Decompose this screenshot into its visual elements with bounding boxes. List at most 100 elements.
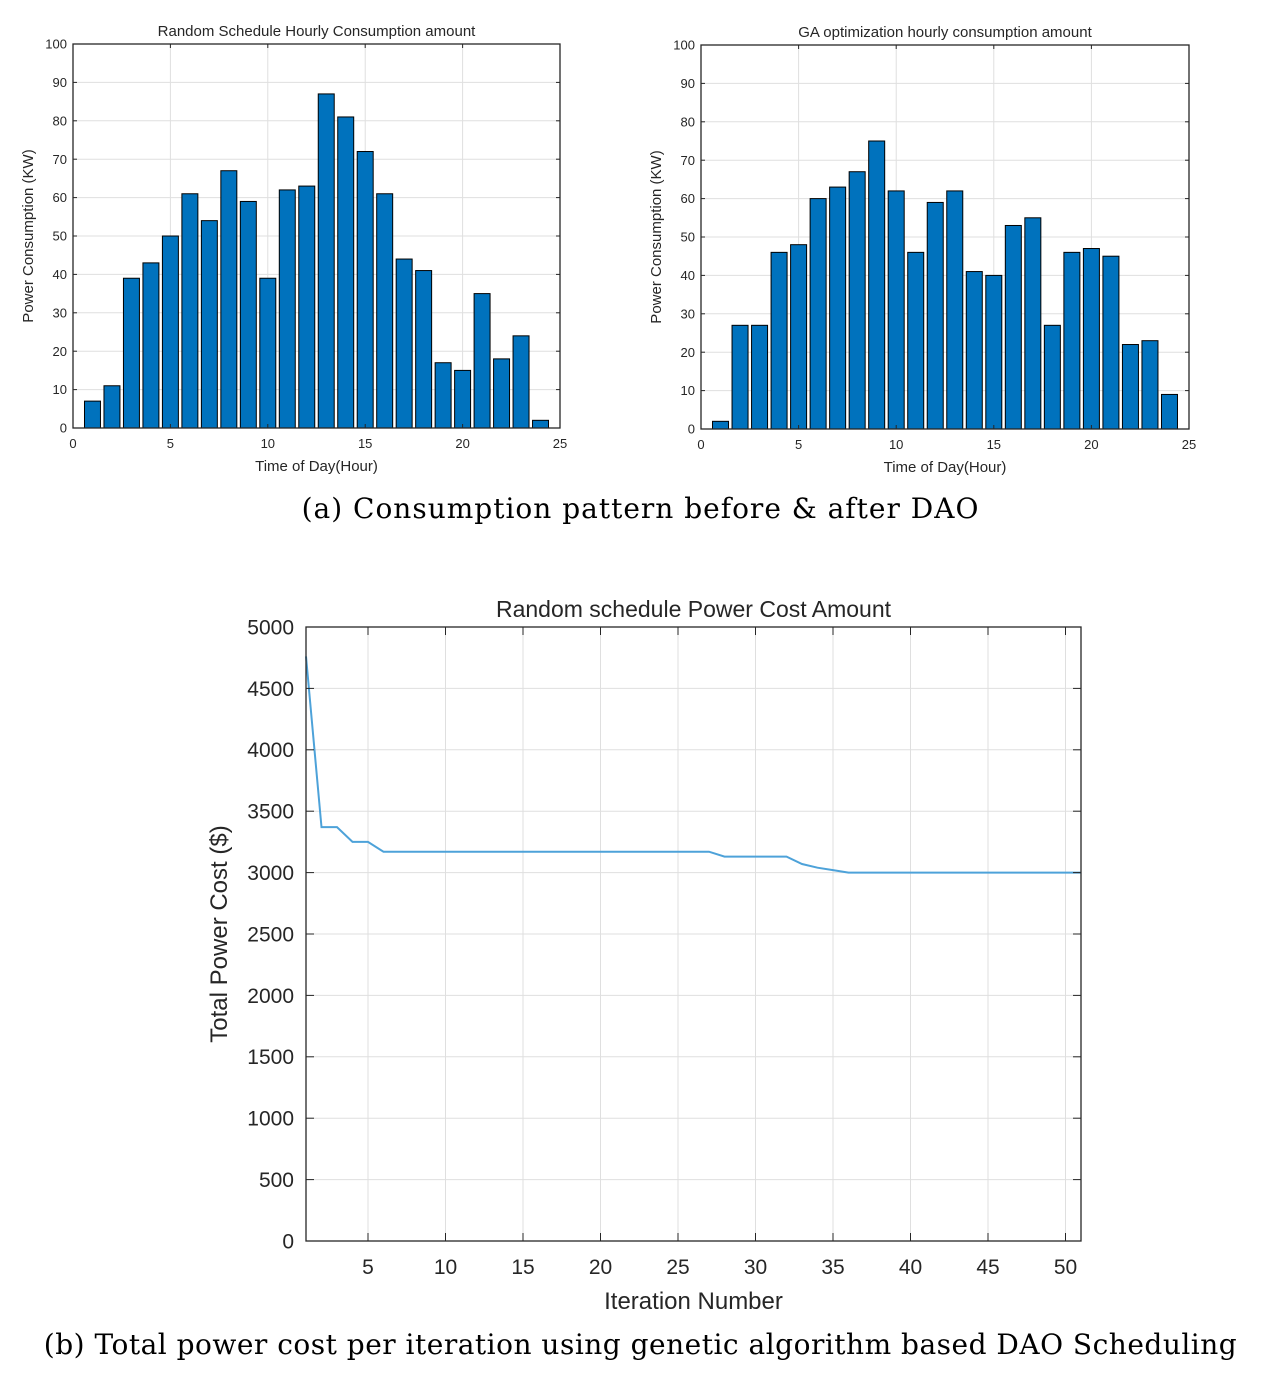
- x-tick-label: 35: [821, 1256, 844, 1279]
- x-tick-label: 45: [976, 1256, 999, 1279]
- bar-hour-13: [946, 190, 964, 430]
- bar-hour-1: [712, 420, 730, 430]
- bar-hour-2: [731, 324, 749, 430]
- x-tick-label: 30: [744, 1256, 767, 1279]
- caption-a: (a) Consumption pattern before & after D…: [301, 492, 980, 525]
- bar-hour-22: [1121, 344, 1139, 430]
- y-tick-label: 30: [53, 305, 67, 320]
- bar-hour-14: [337, 116, 355, 429]
- bar-hour-22: [493, 358, 511, 429]
- bar-hour-9: [239, 200, 257, 429]
- y-tick-label: 500: [259, 1169, 294, 1192]
- chart-random-schedule-consumption: 0 5 10 15 20 25 0 10 20 30 40 50 60 70 80 90 100 Random S…: [20, 23, 567, 475]
- chart-power-cost-per-iteration: 5 10 15 20 25 30 35 40 45 50050010001500200025003…: [206, 596, 1082, 1315]
- bar-hour-14: [965, 271, 983, 430]
- y-tick-label: 90: [53, 75, 67, 90]
- bar-hour-15: [985, 274, 1003, 430]
- bar-hour-17: [1024, 217, 1042, 430]
- x-tick-label: 15: [511, 1256, 534, 1279]
- bar-hour-12: [926, 201, 944, 430]
- bar-hour-13: [317, 93, 335, 429]
- y-tick-label: 10: [53, 382, 67, 397]
- y-tick-label: 0: [688, 422, 695, 437]
- bar-hour-16: [1004, 224, 1022, 430]
- y-tick-label: 2500: [247, 923, 294, 946]
- y-tick-label: 100: [673, 38, 695, 53]
- bar-hour-19: [1063, 251, 1081, 430]
- caption-b: (b) Total power cost per iteration using…: [43, 1328, 1238, 1361]
- y-tick-label: 60: [681, 191, 695, 206]
- bar-hour-20: [1082, 248, 1100, 430]
- y-tick-label: 100: [45, 37, 67, 52]
- bar-hour-7: [200, 220, 218, 429]
- y-tick-label: 70: [53, 152, 67, 167]
- x-tick-label: 25: [553, 436, 567, 451]
- x-tick-label: 50: [1054, 1256, 1077, 1279]
- y-tick-label: 70: [681, 153, 695, 168]
- x-tick-label: 0: [69, 436, 76, 451]
- chart-title: Random Schedule Hourly Consumption amoun…: [158, 23, 477, 40]
- bar-hour-4: [770, 251, 788, 430]
- y-tick-label: 1000: [247, 1108, 294, 1131]
- y-tick-label: 90: [681, 76, 695, 91]
- y-tick-label: 0: [60, 421, 67, 436]
- x-tick-label: 20: [1084, 437, 1098, 452]
- x-axis-label: Time of Day(Hour): [884, 459, 1007, 476]
- y-tick-label: 30: [681, 306, 695, 321]
- chart-title: GA optimization hourly consumption amoun…: [798, 24, 1092, 41]
- bar-hour-3: [122, 277, 140, 429]
- bar-hour-5: [161, 235, 179, 429]
- cost-line-series: [305, 656, 1081, 874]
- x-tick-label: 15: [358, 436, 372, 451]
- chart-title: Random schedule Power Cost Amount: [496, 596, 892, 622]
- y-tick-label: 80: [681, 114, 695, 129]
- bar-hour-8: [220, 170, 238, 429]
- bar-hour-3: [751, 324, 769, 430]
- bar-hour-11: [278, 189, 296, 429]
- y-tick-label: 20: [53, 344, 67, 359]
- y-tick-label: 50: [53, 229, 67, 244]
- y-tick-label: 20: [681, 345, 695, 360]
- bar-hour-18: [1043, 324, 1061, 430]
- y-tick-label: 40: [53, 267, 67, 282]
- x-tick-label: 5: [362, 1256, 374, 1279]
- x-tick-label: 10: [261, 436, 275, 451]
- bar-hour-23: [1141, 340, 1159, 430]
- bar-hour-4: [142, 262, 160, 429]
- x-tick-label: 5: [167, 436, 174, 451]
- y-tick-label: 3500: [247, 801, 294, 824]
- x-tick-label: 10: [889, 437, 903, 452]
- y-tick-label: 0: [282, 1230, 294, 1253]
- bar-hour-20: [454, 369, 472, 429]
- y-tick-label: 80: [53, 113, 67, 128]
- bar-hour-21: [473, 293, 491, 429]
- y-tick-label: 4000: [247, 739, 294, 762]
- x-tick-label: 15: [987, 437, 1001, 452]
- x-tick-label: 0: [697, 437, 704, 452]
- x-tick-label: 20: [589, 1256, 612, 1279]
- chart-ga-optimization-consumption: 0 5 10 15 20 25 0 10 20 30 40 50 60 70 80 90 100 GA optim…: [648, 24, 1196, 476]
- y-tick-label: 40: [681, 268, 695, 283]
- bar-hour-5: [790, 244, 808, 430]
- y-tick-label: 10: [681, 383, 695, 398]
- x-tick-label: 25: [666, 1256, 689, 1279]
- bar-hour-1: [83, 400, 101, 429]
- x-tick-label: 5: [795, 437, 802, 452]
- y-tick-label: 3000: [247, 862, 294, 885]
- y-axis-label: Power Consumption (KW): [20, 149, 37, 322]
- bar-hour-10: [887, 190, 905, 430]
- y-tick-label: 60: [53, 190, 67, 205]
- y-tick-label: 50: [681, 230, 695, 245]
- bar-hour-23: [512, 335, 530, 429]
- bar-hour-12: [298, 185, 316, 429]
- y-tick-label: 1500: [247, 1046, 294, 1069]
- bar-hour-16: [376, 193, 394, 429]
- bar-hour-10: [259, 277, 277, 429]
- y-tick-label: 5000: [247, 616, 294, 639]
- y-tick-label: 4500: [247, 678, 294, 701]
- bar-hour-24: [532, 419, 550, 429]
- x-tick-label: 25: [1182, 437, 1196, 452]
- y-axis-label: Total Power Cost ($): [206, 825, 233, 1042]
- bar-hour-18: [415, 270, 433, 429]
- bar-hour-15: [356, 151, 374, 429]
